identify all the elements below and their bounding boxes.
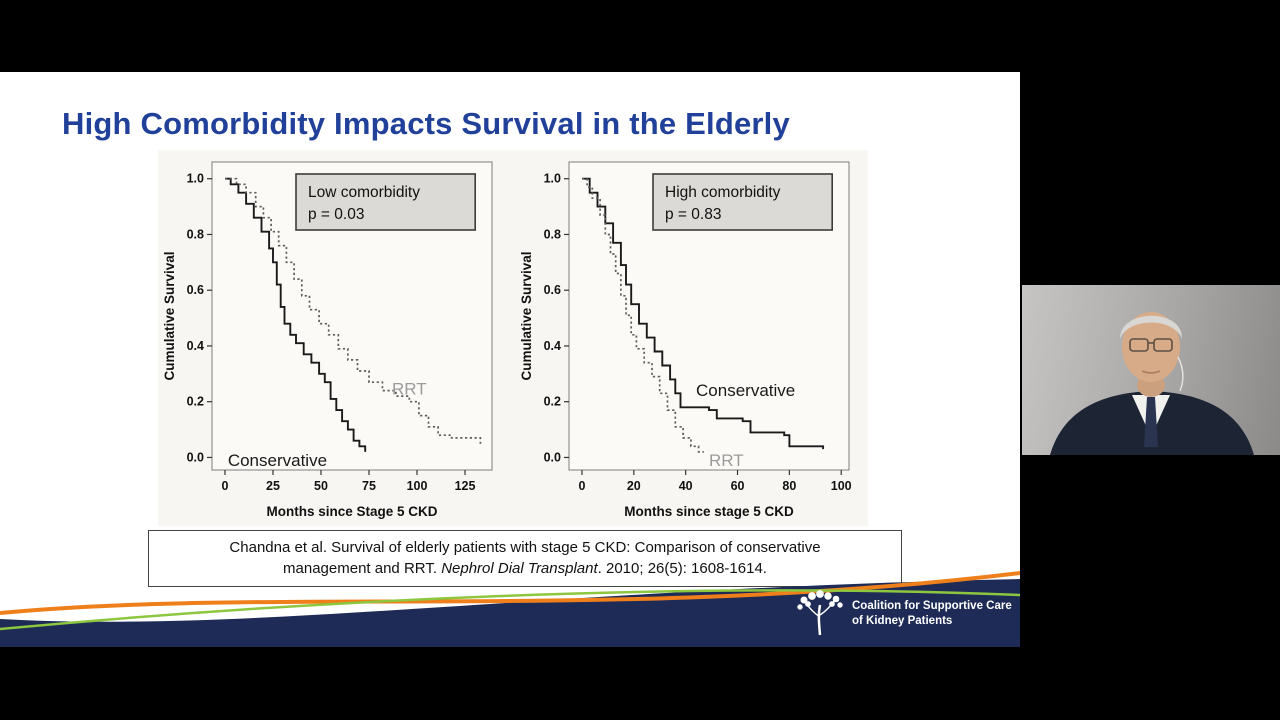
svg-text:0: 0 [221,479,228,493]
svg-text:0.2: 0.2 [187,395,204,409]
footer-swoosh: Coalition for Supportive Care of Kidney … [0,571,1020,647]
svg-text:125: 125 [455,479,476,493]
svg-text:80: 80 [782,479,796,493]
svg-text:1.0: 1.0 [187,172,204,186]
presentation-slide: High Comorbidity Impacts Survival in the… [0,72,1020,647]
svg-text:25: 25 [266,479,280,493]
svg-text:0: 0 [578,479,585,493]
svg-text:Low comorbidity: Low comorbidity [308,184,420,201]
svg-text:0.2: 0.2 [544,395,561,409]
svg-text:RRT: RRT [709,451,744,470]
speaker-mouth [1141,370,1161,374]
svg-text:0.4: 0.4 [187,339,204,353]
speaker-tie [1144,397,1158,447]
svg-text:RRT: RRT [392,380,427,399]
speaker-glasses [1129,338,1173,352]
logo-text-line2: of Kidney Patients [852,615,952,627]
headset-wire [1177,356,1184,392]
coalition-logo: Coalition for Supportive Care of Kidney … [797,590,1012,636]
logo-text-line1: Coalition for Supportive Care [852,600,1012,612]
svg-text:20: 20 [627,479,641,493]
svg-text:High comorbidity: High comorbidity [665,184,781,201]
journal-name: Nephrol Dial Transplant [441,560,598,578]
speaker-illustration [1050,312,1254,455]
citation-line1: Chandna et al. Survival of elderly patie… [229,539,821,556]
svg-text:0.8: 0.8 [544,227,561,241]
svg-text:p = 0.03: p = 0.03 [308,206,364,223]
speaker-hair [1119,315,1183,339]
speaker-video [1022,285,1280,455]
slide-title: High Comorbidity Impacts Survival in the… [62,106,790,141]
svg-text:60: 60 [731,479,745,493]
speaker-face [1122,312,1180,382]
tree-icon [797,590,843,636]
svg-text:40: 40 [679,479,693,493]
svg-text:100: 100 [831,479,852,493]
svg-text:Months since Stage 5 CKD: Months since Stage 5 CKD [266,504,437,519]
chart-high-comorbidity: 0 20 40 60 80 100 0.0 0.2 0.4 0.6 0.8 1.0 Months sin… [519,161,852,519]
svg-text:Months since stage 5 CKD: Months since stage 5 CKD [624,504,794,519]
svg-text:Conservative: Conservative [696,381,795,400]
svg-text:p = 0.83: p = 0.83 [665,206,721,223]
svg-text:0.0: 0.0 [544,450,561,464]
swoosh-green-line [0,589,1020,631]
svg-text:50: 50 [314,479,328,493]
svg-text:0.6: 0.6 [187,283,204,297]
survival-figure: 0 25 50 75 100 125 0.0 0.2 0.4 0.6 0.8 1.0 Months si… [158,150,868,526]
svg-text:75: 75 [362,479,376,493]
citation-line2: management and RRT. Nephrol Dial Transpl… [283,560,767,578]
svg-text:0.8: 0.8 [187,227,204,241]
citation-box: Chandna et al. Survival of elderly patie… [148,530,902,587]
svg-text:Conservative: Conservative [228,451,327,470]
chart-low-comorbidity: 0 25 50 75 100 125 0.0 0.2 0.4 0.6 0.8 1.0 Months si… [162,161,493,519]
swoosh-orange-line [0,571,1020,615]
svg-text:Cumulative Survival: Cumulative Survival [519,251,534,380]
svg-text:100: 100 [407,479,428,493]
svg-text:Cumulative Survival: Cumulative Survival [162,251,177,380]
svg-text:0.6: 0.6 [544,283,561,297]
svg-text:1.0: 1.0 [544,172,561,186]
svg-text:0.4: 0.4 [544,339,561,353]
svg-text:0.0: 0.0 [187,450,204,464]
